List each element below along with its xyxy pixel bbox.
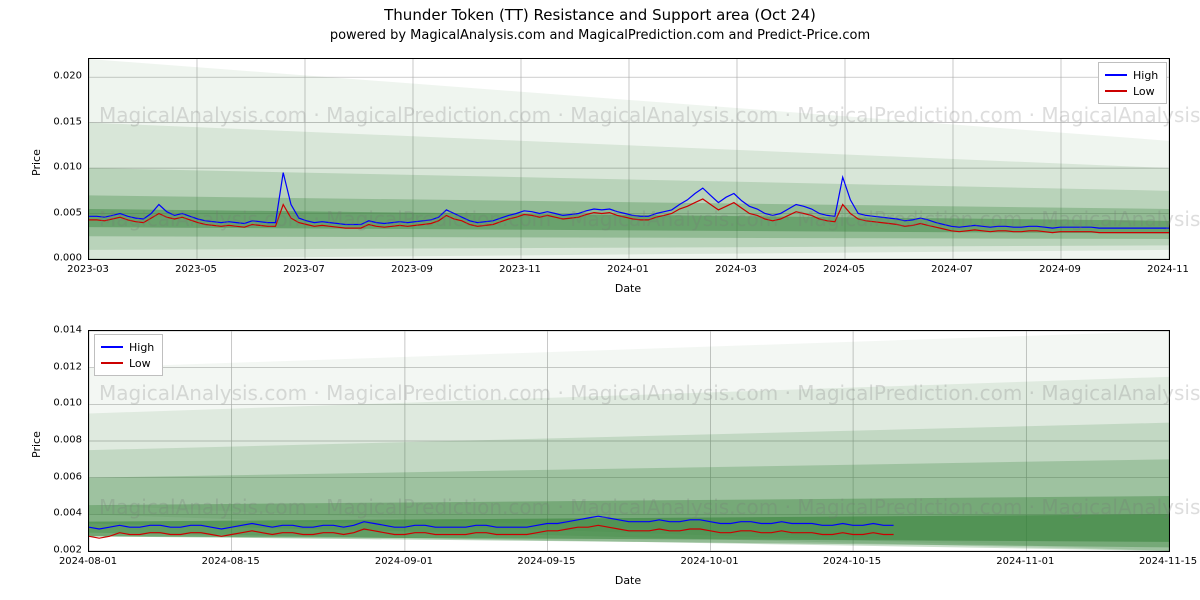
x-tick-label: 2023-11 (499, 264, 541, 275)
chart-subtitle: powered by MagicalAnalysis.com and Magic… (0, 28, 1200, 43)
legend-bottom: High Low (94, 334, 163, 376)
plot-area (89, 331, 1169, 551)
x-tick-label: 2023-09 (391, 264, 433, 275)
x-tick-label: 2024-09-01 (375, 556, 433, 567)
chart-panel-top: MagicalAnalysis.com · MagicalPrediction.… (88, 58, 1170, 260)
chart-title: Thunder Token (TT) Resistance and Suppor… (0, 6, 1200, 24)
legend-label: High (129, 341, 154, 354)
x-tick-label: 2024-09-15 (517, 556, 575, 567)
legend-swatch (1105, 74, 1127, 76)
legend-item: High (101, 339, 154, 355)
x-tick-label: 2023-03 (67, 264, 109, 275)
x-tick-label: 2023-07 (283, 264, 325, 275)
legend-swatch (1105, 90, 1127, 92)
y-tick-label: 0.000 (53, 253, 82, 264)
x-tick-label: 2024-07 (931, 264, 973, 275)
y-tick-label: 0.010 (53, 398, 82, 409)
y-tick-label: 0.012 (53, 361, 82, 372)
legend-label: High (1133, 69, 1158, 82)
y-axis-label-top: Price (30, 149, 43, 176)
plot-area (89, 59, 1169, 259)
legend-item: High (1105, 67, 1158, 83)
legend-label: Low (129, 357, 151, 370)
x-tick-label: 2024-11 (1147, 264, 1189, 275)
figure: Thunder Token (TT) Resistance and Suppor… (0, 0, 1200, 600)
x-axis-label-bottom: Date (88, 574, 1168, 587)
x-tick-label: 2024-10-15 (823, 556, 881, 567)
y-tick-label: 0.015 (53, 116, 82, 127)
legend-swatch (101, 362, 123, 364)
legend-label: Low (1133, 85, 1155, 98)
y-tick-label: 0.004 (53, 508, 82, 519)
x-tick-label: 2024-01 (607, 264, 649, 275)
x-tick-label: 2024-09 (1039, 264, 1081, 275)
y-tick-label: 0.020 (53, 71, 82, 82)
y-tick-label: 0.010 (53, 162, 82, 173)
x-axis-label-top: Date (88, 282, 1168, 295)
chart-panel-bottom: MagicalAnalysis.com · MagicalPrediction.… (88, 330, 1170, 552)
y-tick-label: 0.006 (53, 471, 82, 482)
x-tick-label: 2023-05 (175, 264, 217, 275)
x-tick-label: 2024-11-01 (996, 556, 1054, 567)
x-tick-label: 2024-11-15 (1139, 556, 1197, 567)
legend-item: Low (1105, 83, 1158, 99)
y-tick-label: 0.014 (53, 325, 82, 336)
y-axis-label-bottom: Price (30, 431, 43, 458)
x-tick-label: 2024-05 (823, 264, 865, 275)
legend-item: Low (101, 355, 154, 371)
legend-swatch (101, 346, 123, 348)
y-tick-label: 0.002 (53, 545, 82, 556)
x-tick-label: 2024-10-01 (680, 556, 738, 567)
x-tick-label: 2024-08-15 (202, 556, 260, 567)
legend-top: High Low (1098, 62, 1167, 104)
y-tick-label: 0.005 (53, 207, 82, 218)
x-tick-label: 2024-03 (715, 264, 757, 275)
y-tick-label: 0.008 (53, 435, 82, 446)
x-tick-label: 2024-08-01 (59, 556, 117, 567)
